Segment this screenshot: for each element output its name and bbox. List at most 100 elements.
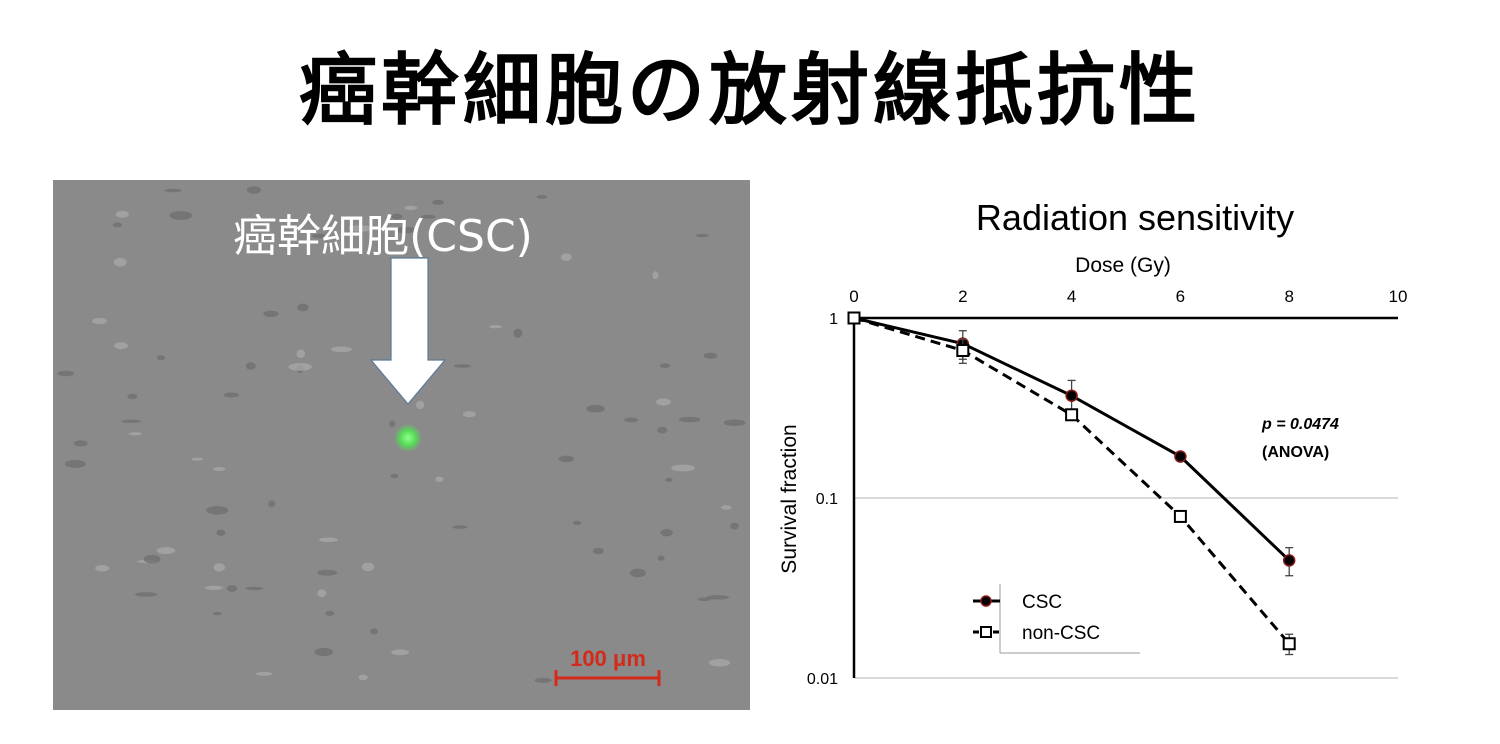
background-cell [624, 417, 639, 423]
background-cell [114, 342, 128, 350]
plot-area: 1 0.1 0.01 0 2 4 6 8 10 [807, 287, 1408, 688]
background-cell [696, 233, 709, 238]
background-cell [572, 520, 582, 526]
background-cell [57, 370, 75, 377]
background-cell [255, 672, 273, 676]
background-cell [156, 547, 176, 555]
background-cell [435, 476, 444, 482]
background-cell [216, 529, 226, 536]
background-cell [317, 569, 338, 576]
background-cell [391, 213, 403, 220]
background-cell [462, 411, 476, 418]
background-cell [389, 420, 396, 428]
background-cell [671, 464, 695, 472]
background-cell [268, 500, 276, 508]
background-cell [657, 426, 668, 434]
series-line-non-csc [853, 316, 1291, 645]
background-cell [348, 225, 373, 232]
x-tick-label: 10 [1389, 287, 1408, 306]
background-cell [453, 364, 472, 368]
background-cell [113, 257, 127, 267]
background-cell [164, 188, 182, 193]
legend-marker [980, 595, 992, 607]
background-cell [394, 226, 417, 234]
data-point-csc [1065, 389, 1078, 402]
x-tick-label: 6 [1176, 287, 1185, 306]
background-cell [317, 589, 327, 598]
background-cell [432, 199, 444, 205]
background-cell [296, 349, 306, 358]
y-tick-label: 0.1 [816, 491, 838, 508]
background-cell [421, 214, 436, 219]
background-cell [659, 363, 671, 368]
data-point-non-csc [956, 343, 970, 357]
background-cell [226, 585, 238, 592]
background-cell [655, 398, 671, 406]
background-cell [213, 563, 225, 572]
background-cell [246, 186, 262, 194]
background-cell [92, 317, 108, 325]
background-cell [370, 628, 379, 635]
background-cell [536, 195, 548, 199]
scale-bar-label: 100 μm [570, 646, 646, 671]
background-cell [665, 477, 673, 482]
background-cell [297, 303, 309, 312]
background-cell [213, 467, 226, 471]
background-cell [721, 505, 732, 510]
background-cell [652, 271, 659, 280]
background-cell [362, 562, 374, 572]
background-cell [404, 205, 418, 210]
background-cell [288, 363, 312, 371]
background-cell [657, 555, 665, 561]
data-point-non-csc [1282, 637, 1296, 651]
survival-chart: Radiation sensitivity Dose (Gy) Survival… [778, 197, 1408, 688]
background-cell [660, 529, 673, 537]
background-cell [697, 597, 711, 602]
data-point-non-csc [1173, 509, 1187, 523]
x-axis-label: Dose (Gy) [1075, 254, 1171, 277]
background-cell [586, 404, 605, 413]
background-cell [558, 455, 575, 463]
background-cell [489, 325, 502, 329]
background-cell [331, 346, 352, 353]
y-tick-label: 0.01 [807, 671, 838, 688]
background-cell [127, 393, 138, 400]
background-cell [95, 565, 110, 572]
background-cell [135, 592, 158, 597]
background-cell [358, 674, 368, 681]
background-cell [223, 392, 239, 398]
series-line-csc [853, 316, 1291, 562]
chart-legend: CSC non-CSC [973, 584, 1140, 654]
slide-title: 癌幹細胞の放射線抵抗性 [298, 46, 1201, 136]
background-cell [121, 419, 141, 423]
background-cell [115, 210, 129, 218]
background-cell [703, 352, 718, 359]
legend-label: non-CSC [1022, 623, 1100, 644]
background-cell [391, 649, 410, 656]
background-cell [263, 310, 279, 317]
background-cell [73, 440, 88, 447]
legend-label: CSC [1022, 592, 1062, 613]
background-cell [128, 432, 142, 436]
background-cell [730, 522, 739, 530]
cell-micrograph: 癌幹細胞(CSC) 100 μm [53, 180, 750, 710]
background-cell [708, 659, 731, 667]
chart-title: Radiation sensitivity [976, 197, 1294, 238]
y-tick-label: 1 [829, 311, 838, 328]
background-cell [706, 595, 730, 600]
micrograph-texture [57, 186, 746, 686]
legend-marker [980, 626, 992, 638]
background-cell [206, 506, 229, 515]
background-cell [112, 222, 123, 228]
background-cell [534, 677, 552, 683]
background-cell [245, 586, 264, 591]
background-cell [325, 610, 335, 616]
background-cell [723, 419, 746, 426]
background-cell [319, 537, 339, 543]
x-tick-label: 8 [1284, 287, 1293, 306]
background-cell [678, 416, 701, 423]
background-cell [314, 647, 333, 657]
background-cell [245, 362, 256, 370]
background-cell [212, 612, 222, 616]
background-cell [390, 473, 399, 479]
